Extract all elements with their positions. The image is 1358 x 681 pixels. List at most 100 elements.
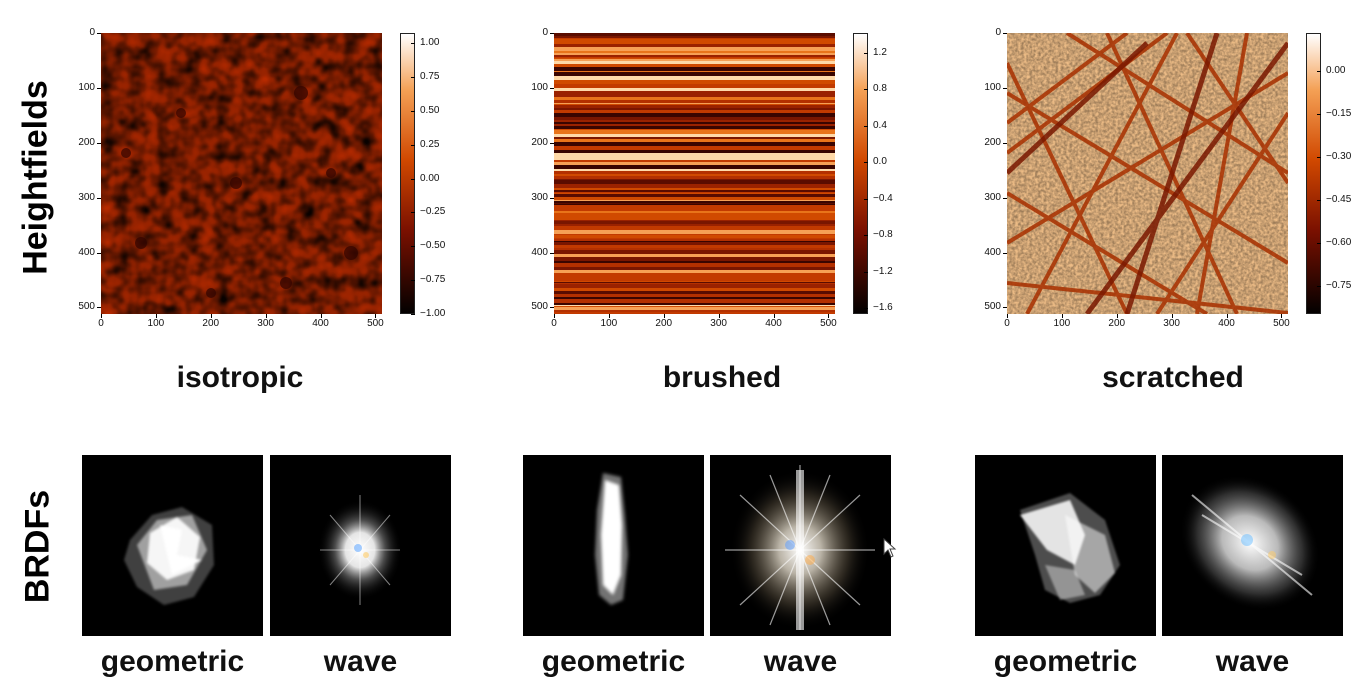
x-tick-mark <box>320 314 322 318</box>
brdf-label-geometric-isotropic: geometric <box>100 645 245 678</box>
x-tick-mark <box>1116 314 1118 318</box>
x-tick-mark <box>265 314 267 318</box>
y-tick-label: 400 <box>984 246 1001 258</box>
x-tick-label: 400 <box>312 318 329 329</box>
colorbar-tick-mark <box>411 246 415 248</box>
x-tick-label: 100 <box>600 318 618 329</box>
x-tick-label: 500 <box>1273 318 1290 329</box>
y-tick-mark <box>97 307 101 309</box>
y-tick-mark <box>97 87 101 89</box>
colorbar-tick-mark <box>411 110 415 112</box>
x-tick-mark <box>773 314 775 318</box>
colorbar-tick-mark <box>1317 157 1321 158</box>
x-tick-mark <box>155 314 157 318</box>
x-tick-label: 300 <box>1163 318 1180 329</box>
y-tick-mark <box>1003 252 1007 254</box>
y-tick-label: 200 <box>531 136 548 148</box>
colorbar-tick-label: −0.75 <box>1326 280 1352 291</box>
x-tick-mark <box>718 314 720 318</box>
colorbar-tick-mark <box>411 76 415 78</box>
colorbar-tick-label: −0.15 <box>1326 108 1352 119</box>
y-tick-mark <box>1003 33 1007 34</box>
y-tick-label: 100 <box>78 81 95 93</box>
y-tick-label: 300 <box>984 191 1001 203</box>
colorbar-tick-label: −0.50 <box>420 240 446 252</box>
brdf-label-wave-isotropic: wave <box>323 645 398 678</box>
y-tick-mark <box>550 87 554 89</box>
y-tick-mark <box>97 252 101 254</box>
colorbar-tick-label: 1.2 <box>873 47 887 58</box>
x-tick-label: 200 <box>655 318 673 329</box>
x-tick-label: 400 <box>765 318 782 329</box>
y-tick-label: 0 <box>995 27 1001 38</box>
brdf-wave-isotropic <box>270 455 451 636</box>
y-tick-label: 0 <box>89 27 95 38</box>
x-tick-label: 100 <box>1053 318 1071 329</box>
y-tick-label: 400 <box>78 246 95 258</box>
y-tick-label: 500 <box>531 301 548 313</box>
x-tick-mark <box>1226 314 1228 318</box>
x-tick-label: 200 <box>202 318 220 329</box>
y-tick-label: 500 <box>78 301 95 313</box>
colorbar-brushed <box>853 33 868 314</box>
brdf-label-geometric-brushed: geometric <box>541 645 686 678</box>
y-tick-label: 200 <box>78 136 95 148</box>
brdfs-row-label: BRDFs <box>18 489 57 604</box>
heightfields-row-label: Heightfields <box>16 80 55 275</box>
colorbar-tick-label: 0.75 <box>420 70 440 82</box>
caption-scratched: scratched <box>1102 361 1244 394</box>
y-tick-mark <box>550 33 554 34</box>
brdf-wave-brushed <box>710 455 891 636</box>
y-tick-mark <box>1003 197 1007 199</box>
caption-isotropic: isotropic <box>176 361 304 394</box>
x-tick-label: 200 <box>1108 318 1126 329</box>
y-tick-label: 400 <box>531 246 548 258</box>
y-tick-mark <box>550 307 554 309</box>
y-tick-label: 0 <box>542 27 548 38</box>
x-tick-mark <box>1007 314 1008 318</box>
colorbar-tick-label: −0.30 <box>1326 151 1352 162</box>
colorbar-tick-mark <box>1317 243 1321 244</box>
caption-brushed: brushed <box>662 361 782 394</box>
y-tick-label: 100 <box>984 81 1001 93</box>
brdf-wave-scratched <box>1162 455 1343 636</box>
heightfield-image-scratched <box>1007 33 1288 314</box>
colorbar-tick-label: 0.50 <box>420 104 440 116</box>
colorbar-tick-mark <box>1317 286 1321 287</box>
colorbar-tick-label: 0.4 <box>873 119 887 131</box>
colorbar-tick-mark <box>1317 114 1321 115</box>
colorbar-tick-mark <box>411 212 415 214</box>
colorbar-tick-label: −1.00 <box>420 308 446 319</box>
y-tick-mark <box>1003 87 1007 89</box>
colorbar-tick-mark <box>411 314 415 315</box>
mouse-cursor-icon <box>883 537 897 563</box>
colorbar-tick-mark <box>1317 71 1321 72</box>
colorbar-tick-mark <box>411 144 415 146</box>
x-tick-mark <box>554 314 555 318</box>
x-tick-mark <box>663 314 665 318</box>
heightfield-image-isotropic <box>101 33 382 314</box>
heightfield-image-brushed <box>554 33 835 314</box>
x-tick-label: 0 <box>551 318 557 329</box>
brdf-label-wave-brushed: wave <box>763 645 838 678</box>
colorbar-tick-mark <box>411 178 415 180</box>
colorbar-tick-mark <box>864 89 868 91</box>
colorbar-tick-label: −0.25 <box>420 206 446 218</box>
colorbar-tick-label: 0.00 <box>420 172 440 184</box>
y-tick-label: 300 <box>531 191 548 203</box>
colorbar-tick-mark <box>411 43 415 44</box>
x-tick-mark <box>210 314 212 318</box>
colorbar-tick-mark <box>864 235 868 237</box>
x-tick-label: 400 <box>1218 318 1235 329</box>
brdf-geometric-scratched <box>975 455 1156 636</box>
colorbar-tick-mark <box>864 53 868 54</box>
colorbar-tick-mark <box>864 125 868 127</box>
x-tick-label: 100 <box>147 318 165 329</box>
colorbar-tick-label: −0.4 <box>873 192 893 204</box>
y-tick-label: 100 <box>531 81 548 93</box>
colorbar-tick-label: −1.6 <box>873 302 893 313</box>
x-tick-label: 300 <box>257 318 274 329</box>
x-tick-label: 0 <box>1004 318 1010 329</box>
colorbar-tick-label: −1.2 <box>873 265 893 277</box>
colorbar-scratched <box>1306 33 1321 314</box>
